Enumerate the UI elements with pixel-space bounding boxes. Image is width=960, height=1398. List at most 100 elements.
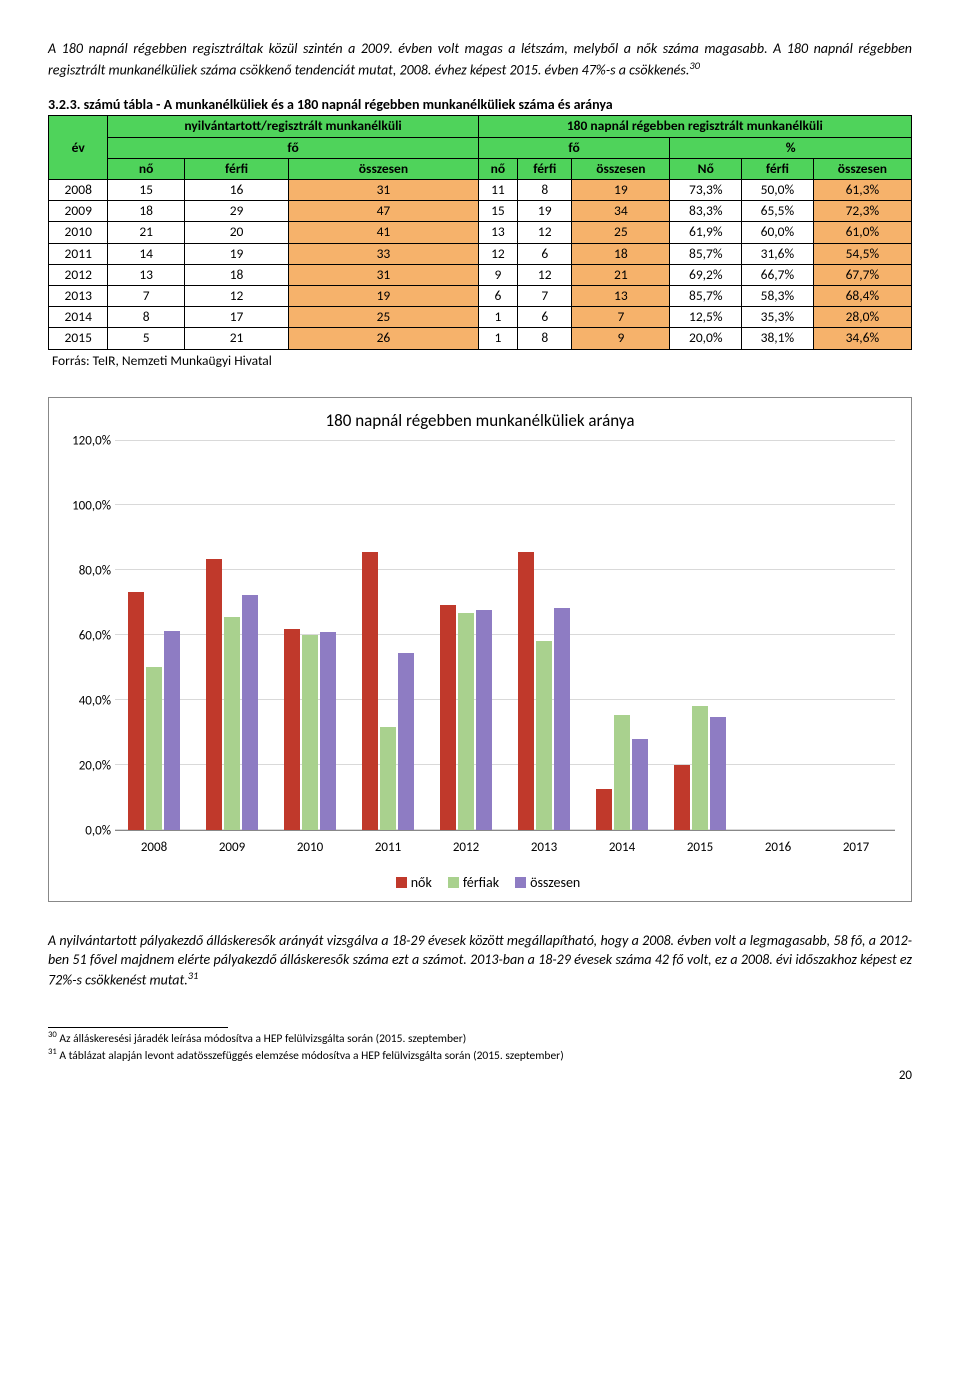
page-number: 20 bbox=[48, 1068, 912, 1083]
bar bbox=[518, 552, 534, 830]
bar bbox=[692, 706, 708, 830]
footnote-ref-30: 30 bbox=[689, 59, 700, 72]
bar-group bbox=[661, 441, 739, 830]
data-table: év nyilvántartott/regisztrált munkanélkü… bbox=[48, 115, 912, 349]
legend-label: férfiak bbox=[463, 874, 499, 891]
table-row: 20081516311181973,3%50,0%61,3% bbox=[49, 180, 912, 201]
cell: 25 bbox=[572, 222, 670, 243]
table-row: 20111419331261885,7%31,6%54,5% bbox=[49, 243, 912, 264]
x-tick-label: 2009 bbox=[193, 840, 271, 855]
bar bbox=[380, 727, 396, 829]
bar-group bbox=[817, 441, 895, 830]
bar bbox=[320, 632, 336, 830]
bar bbox=[614, 715, 630, 829]
cell: 33 bbox=[289, 243, 478, 264]
th-ferfi-3: férfi bbox=[742, 158, 814, 179]
y-tick-label: 100,0% bbox=[72, 498, 111, 513]
bar-group bbox=[739, 441, 817, 830]
cell: 12 bbox=[518, 264, 572, 285]
cell: 66,7% bbox=[742, 264, 814, 285]
bar-group bbox=[427, 441, 505, 830]
cell: 17 bbox=[184, 307, 288, 328]
cell: 34,6% bbox=[813, 328, 911, 349]
bar bbox=[164, 631, 180, 830]
cell: 69,2% bbox=[670, 264, 742, 285]
cell: 2014 bbox=[49, 307, 108, 328]
cell: 60,0% bbox=[742, 222, 814, 243]
chart-legend: nőkférfiakösszesen bbox=[59, 867, 901, 895]
th-No: Nő bbox=[670, 158, 742, 179]
cell: 31 bbox=[289, 264, 478, 285]
legend-swatch bbox=[448, 877, 459, 888]
th-no-1: nő bbox=[108, 158, 184, 179]
table-row: 20148172516712,5%35,3%28,0% bbox=[49, 307, 912, 328]
cell: 2015 bbox=[49, 328, 108, 349]
y-tick-label: 80,0% bbox=[79, 563, 111, 578]
cell: 54,5% bbox=[813, 243, 911, 264]
footnote-30: 30 Az álláskeresési járadék leírása módo… bbox=[48, 1030, 912, 1047]
cell: 83,3% bbox=[670, 201, 742, 222]
x-tick-label: 2008 bbox=[115, 840, 193, 855]
cell: 73,3% bbox=[670, 180, 742, 201]
cell: 47 bbox=[289, 201, 478, 222]
cell: 35,3% bbox=[742, 307, 814, 328]
bar bbox=[536, 641, 552, 830]
cell: 26 bbox=[289, 328, 478, 349]
th-fo-2: fő bbox=[478, 137, 670, 158]
y-tick-label: 20,0% bbox=[79, 758, 111, 773]
x-tick-label: 2016 bbox=[739, 840, 817, 855]
fn-text-31: A táblázat alapján levont adatösszefüggé… bbox=[57, 1049, 564, 1063]
y-tick-label: 0,0% bbox=[85, 823, 111, 838]
second-text: A nyilvántartott pályakezdő álláskeresők… bbox=[48, 932, 912, 989]
cell: 15 bbox=[478, 201, 518, 222]
cell: 12 bbox=[184, 285, 288, 306]
y-tick-label: 120,0% bbox=[72, 433, 111, 448]
cell: 6 bbox=[478, 285, 518, 306]
cell: 29 bbox=[184, 201, 288, 222]
bar bbox=[632, 739, 648, 830]
cell: 21 bbox=[572, 264, 670, 285]
intro-text: A 180 napnál régebben regisztráltak közü… bbox=[48, 40, 912, 79]
bar-group bbox=[583, 441, 661, 830]
table-heading: 3.2.3. számú tábla - A munkanélküliek és… bbox=[48, 96, 912, 113]
cell: 50,0% bbox=[742, 180, 814, 201]
bar bbox=[458, 613, 474, 829]
bar bbox=[362, 552, 378, 830]
table-row: 201371219671385,7%58,3%68,4% bbox=[49, 285, 912, 306]
cell: 20,0% bbox=[670, 328, 742, 349]
bar bbox=[128, 592, 144, 830]
legend-swatch bbox=[515, 877, 526, 888]
cell: 61,0% bbox=[813, 222, 911, 243]
cell: 65,5% bbox=[742, 201, 814, 222]
bar-group bbox=[505, 441, 583, 830]
cell: 13 bbox=[108, 264, 184, 285]
cell: 7 bbox=[572, 307, 670, 328]
x-axis: 2008200920102011201220132014201520162017 bbox=[115, 831, 895, 861]
chart-area: 0,0%20,0%40,0%60,0%80,0%100,0%120,0% 200… bbox=[59, 441, 901, 861]
fn-text-30: Az álláskeresési járadék leírása módosít… bbox=[57, 1032, 467, 1046]
bar bbox=[206, 559, 222, 829]
cell: 19 bbox=[572, 180, 670, 201]
th-fo-1: fő bbox=[108, 137, 478, 158]
bar bbox=[476, 610, 492, 829]
chart-container: 180 napnál régebben munkanélküliek arány… bbox=[48, 397, 912, 902]
x-tick-label: 2015 bbox=[661, 840, 739, 855]
cell: 18 bbox=[184, 264, 288, 285]
bar bbox=[440, 605, 456, 829]
th-ferfi-1: férfi bbox=[184, 158, 288, 179]
cell: 19 bbox=[184, 243, 288, 264]
bar bbox=[302, 635, 318, 830]
cell: 1 bbox=[478, 328, 518, 349]
legend-label: összesen bbox=[530, 874, 580, 891]
th-col2: 180 napnál régebben regisztrált munkanél… bbox=[478, 116, 911, 137]
cell: 2010 bbox=[49, 222, 108, 243]
th-ev: év bbox=[49, 116, 108, 180]
table-source: Forrás: TeIR, Nemzeti Munkaügyi Hivatal bbox=[52, 352, 912, 369]
cell: 68,4% bbox=[813, 285, 911, 306]
bar bbox=[224, 617, 240, 829]
th-oss-1: összesen bbox=[289, 158, 478, 179]
footnote-31: 31 A táblázat alapján levont adatösszefü… bbox=[48, 1047, 912, 1064]
bar bbox=[284, 629, 300, 830]
cell: 61,3% bbox=[813, 180, 911, 201]
cell: 8 bbox=[518, 328, 572, 349]
